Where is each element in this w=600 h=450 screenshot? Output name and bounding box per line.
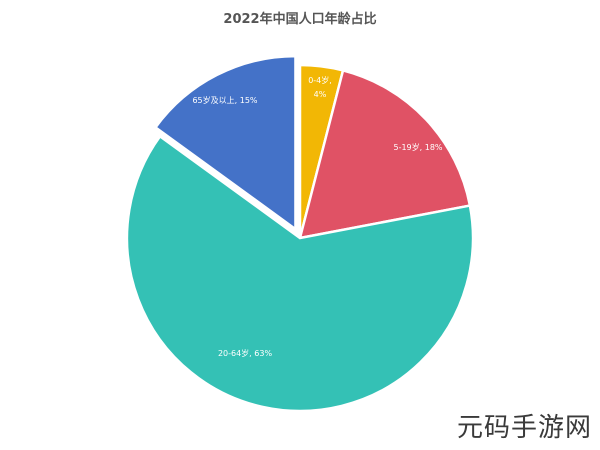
pie-slice-2	[125, 134, 475, 413]
pie-slice-label-3: 65岁及以上, 15%	[192, 95, 257, 105]
pie-slice-label-0: 0-4岁, 4%	[308, 75, 332, 99]
watermark-logo: 元码手游网	[456, 413, 592, 443]
pie-slice-label-1: 5-19岁, 18%	[393, 142, 442, 152]
pie-slice-label-2: 20-64岁, 63%	[218, 348, 273, 358]
chart-title: 2022年中国人口年龄占比	[223, 12, 377, 27]
pie-slice-1	[298, 68, 472, 240]
pie-slice-3	[153, 54, 297, 232]
